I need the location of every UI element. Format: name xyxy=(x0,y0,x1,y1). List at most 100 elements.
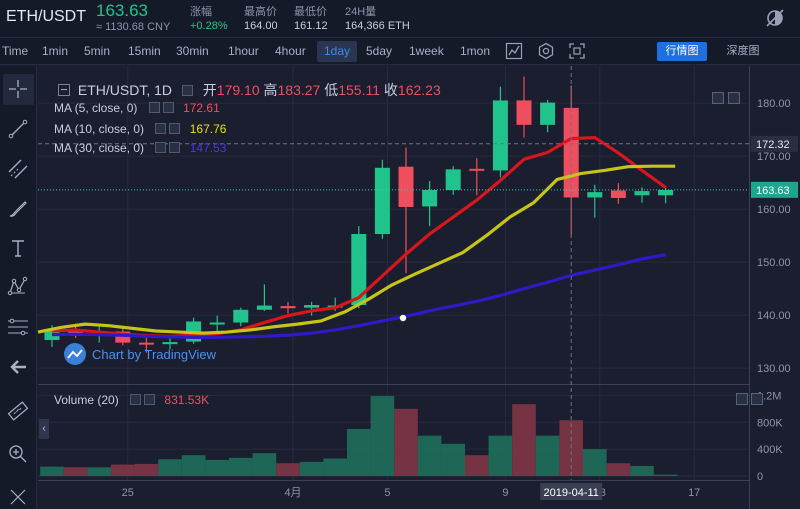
ma5-settings-icon[interactable] xyxy=(148,102,160,113)
interval-5min[interactable]: 5min xyxy=(84,44,111,58)
volume-label: Volume (20) xyxy=(54,393,119,407)
volume-pane-maximize-icon[interactable] xyxy=(751,393,763,405)
candle-body xyxy=(445,169,461,191)
low-label: 最低价 xyxy=(294,6,327,18)
volume-bar xyxy=(488,435,513,476)
ma10-close-icon[interactable] xyxy=(169,123,181,134)
volume-bar xyxy=(252,453,277,476)
expand-toolbar-arrow[interactable]: ‹ xyxy=(39,419,49,439)
volume-bar xyxy=(630,465,654,476)
open-label: 开 xyxy=(202,82,217,98)
volume-bar xyxy=(653,474,678,476)
indicator-settings-icon[interactable] xyxy=(537,42,555,60)
depth-chart-button[interactable]: 深度图 xyxy=(726,45,760,57)
zoom-in-icon[interactable] xyxy=(6,442,30,466)
ma5-close-icon[interactable] xyxy=(162,102,174,113)
ma30-settings-icon[interactable] xyxy=(155,142,167,153)
change-label: 涨幅 xyxy=(190,6,212,18)
interval-1min[interactable]: 1min xyxy=(42,44,69,58)
brush-icon[interactable] xyxy=(6,197,30,221)
volume-bar xyxy=(205,459,229,476)
interval-15min[interactable]: 15min xyxy=(128,44,161,58)
volume-bars xyxy=(40,396,678,476)
time-tick-label: 17 xyxy=(688,487,700,499)
volume-bar xyxy=(323,458,347,476)
back-arrow-icon[interactable] xyxy=(6,355,30,379)
interval-1week[interactable]: 1week xyxy=(409,44,444,58)
candle-body xyxy=(209,322,225,325)
ma-line-10 xyxy=(37,164,676,335)
price-tick-label: 160.00 xyxy=(757,204,791,216)
pane-maximize-icon[interactable] xyxy=(728,92,740,104)
theme-toggle-icon[interactable] xyxy=(764,7,786,29)
candle-body xyxy=(634,191,650,196)
ruler-icon[interactable] xyxy=(6,399,30,423)
candle-body xyxy=(115,331,131,343)
candle-body xyxy=(540,102,556,125)
high-value: 164.00 xyxy=(244,20,278,32)
chart-style-icon[interactable] xyxy=(505,42,523,60)
pair-name[interactable]: ETH/USDT xyxy=(6,8,86,25)
interval-30min[interactable]: 30min xyxy=(176,44,209,58)
legend-collapse-icon[interactable] xyxy=(58,84,70,96)
interval-5day[interactable]: 5day xyxy=(366,44,393,58)
interval-4hour[interactable]: 4hour xyxy=(275,44,306,58)
legend-settings-icon[interactable] xyxy=(181,85,193,96)
volume-settings-icon[interactable] xyxy=(130,394,142,405)
interval-1hour[interactable]: 1hour xyxy=(228,44,259,58)
price-tick-label: 170.00 xyxy=(757,151,791,163)
volume-bar xyxy=(181,455,206,476)
chart-background xyxy=(38,66,800,509)
time-tick-label: 4月 xyxy=(284,487,301,499)
candle-body xyxy=(138,342,154,345)
ohlc-legend: ETH/USDT, 1D 开179.10 高183.27 低155.11 收16… xyxy=(58,80,538,100)
candle-body xyxy=(256,305,272,310)
volume-bar xyxy=(134,463,159,476)
candle-body xyxy=(469,168,485,171)
candle-body xyxy=(304,305,320,308)
ma10-value: 167.76 xyxy=(189,122,227,136)
ma30-close-icon[interactable] xyxy=(169,142,181,153)
volume-bar xyxy=(276,463,300,476)
text-tool-icon[interactable] xyxy=(6,236,30,260)
low-label-legend: 低 xyxy=(324,82,339,98)
trend-line-icon[interactable] xyxy=(6,117,30,141)
interval-time[interactable]: Time xyxy=(2,44,29,58)
ma-point-marker xyxy=(399,314,407,322)
candle-body xyxy=(398,166,414,207)
crosshair-price-label: 172.32 xyxy=(756,139,790,151)
interval-1day[interactable]: 1day xyxy=(324,44,351,58)
quote-chart-button[interactable]: 行情图 xyxy=(657,42,707,61)
candle-body xyxy=(492,100,508,171)
candle-body xyxy=(351,234,367,306)
fullscreen-icon[interactable] xyxy=(568,42,586,60)
volume-bar xyxy=(512,404,536,476)
fibonacci-tool-icon[interactable] xyxy=(6,315,30,339)
ma5-label: MA (5, close, 0) xyxy=(54,101,138,115)
high-value-legend: 183.27 xyxy=(277,82,321,98)
tradingview-logo-icon xyxy=(64,343,86,365)
last-price-label: 163.63 xyxy=(756,185,790,197)
time-tick-label: 9 xyxy=(502,487,508,499)
high-label: 最高价 xyxy=(244,6,277,18)
volume-pane-move-icon[interactable] xyxy=(736,393,748,405)
interval-1mon[interactable]: 1mon xyxy=(460,44,491,58)
last-price: 163.63 xyxy=(96,1,148,20)
pane-move-down-icon[interactable] xyxy=(712,92,724,104)
volume-close-icon[interactable] xyxy=(144,394,156,405)
candle-body xyxy=(587,192,603,198)
candle-body xyxy=(162,342,178,345)
candle-body xyxy=(233,309,249,323)
crosshair-icon[interactable] xyxy=(6,77,30,101)
ma10-label: MA (10, close, 0) xyxy=(54,122,145,136)
crosshair-date-label: 2019-04-11 xyxy=(543,487,598,499)
price-tick-label: 180.00 xyxy=(757,98,791,110)
volume-24h-label: 24H量 xyxy=(345,6,377,18)
pattern-tool-icon[interactable] xyxy=(6,275,30,299)
active-interval-highlight xyxy=(317,41,357,62)
ma10-settings-icon[interactable] xyxy=(155,123,167,134)
volume-bar xyxy=(370,396,395,476)
channel-tool-icon[interactable] xyxy=(6,157,30,181)
magnet-icon[interactable] xyxy=(6,485,30,509)
